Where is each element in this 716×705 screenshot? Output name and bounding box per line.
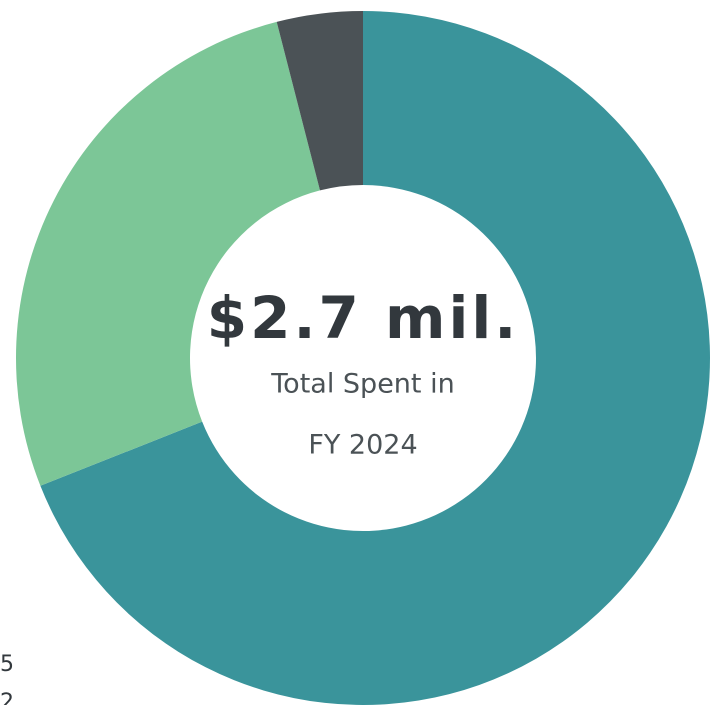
clipped-text: 5 bbox=[0, 652, 14, 677]
donut bbox=[15, 11, 711, 705]
center-caption: FY 2024 bbox=[308, 430, 417, 461]
donut-slice bbox=[40, 11, 711, 705]
center-caption: Total Spent in bbox=[270, 369, 454, 400]
donut-slice bbox=[276, 11, 363, 191]
clipped-text: 2 bbox=[0, 690, 14, 705]
donut-slice bbox=[15, 21, 320, 486]
center-total: $2.7 mil. bbox=[207, 284, 520, 352]
